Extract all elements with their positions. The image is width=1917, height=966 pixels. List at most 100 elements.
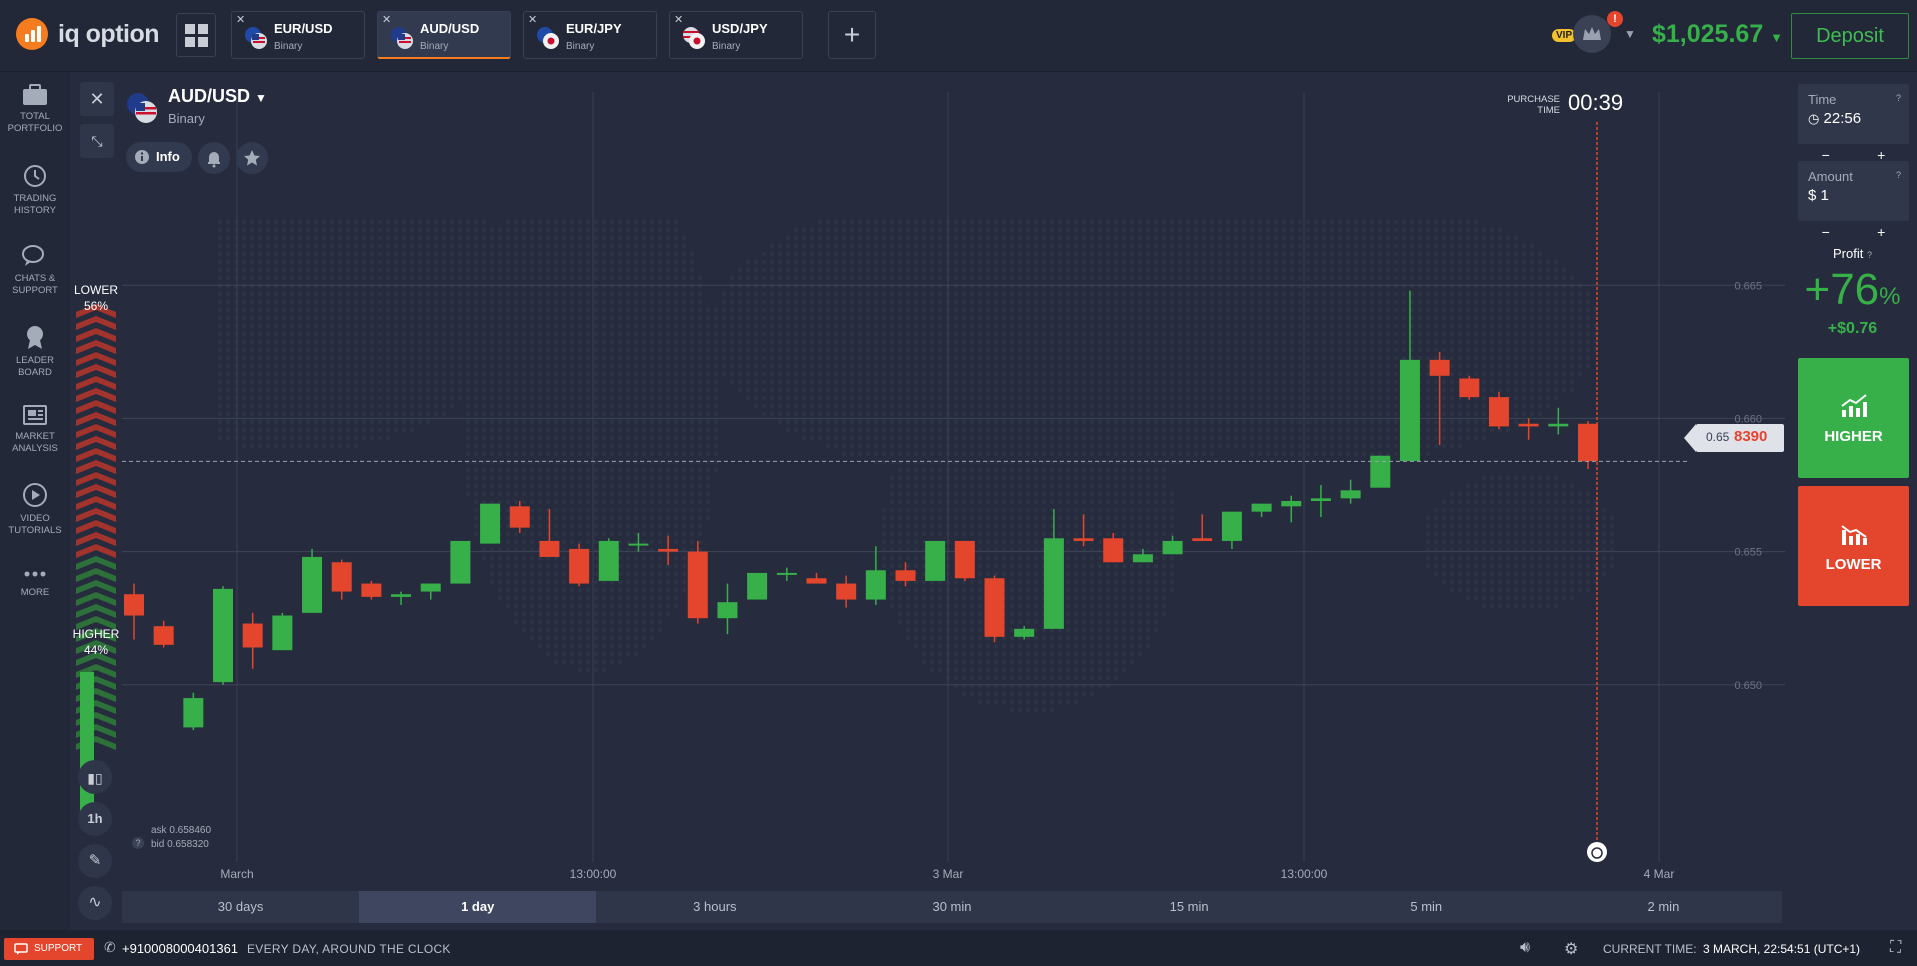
current-time-value: 3 MARCH, 22:54:51 (UTC+1) — [1703, 942, 1861, 956]
au-us-flag-icon — [391, 27, 413, 49]
asset-tab-eurusd[interactable]: ✕ EUR/USD Binary — [231, 11, 365, 59]
support-phone[interactable]: +910008000401361 — [122, 941, 239, 956]
support-button[interactable]: SUPPORT — [4, 938, 94, 960]
info-button[interactable]: Info — [126, 142, 192, 172]
candle-body — [539, 540, 560, 557]
sound-icon[interactable]: 🔊︎ — [1520, 939, 1531, 956]
sidebar-item-market-analysis[interactable]: MARKET ANALYSIS — [0, 404, 70, 455]
phone-icon: ✆ — [104, 939, 116, 955]
y-tick-label: 0.660 — [1734, 413, 1762, 425]
candle-body — [1014, 628, 1035, 637]
sidebar-item-chats-support[interactable]: CHATS & SUPPORT — [0, 244, 70, 297]
sentiment-chevron — [76, 652, 116, 666]
sidebar-item-more[interactable]: MORE — [0, 566, 70, 599]
higher-button[interactable]: HIGHER — [1798, 358, 1909, 478]
close-icon[interactable]: ✕ — [382, 14, 392, 26]
close-icon[interactable]: ✕ — [674, 14, 684, 26]
asset-tab-eurjpy[interactable]: ✕ EUR/JPY Binary — [523, 11, 657, 59]
sidebar-item-trading-history[interactable]: TRADING HISTORY — [0, 164, 70, 217]
chevron-down-icon: ▼ — [1770, 30, 1784, 45]
sidebar-item-leader-board[interactable]: LEADER BOARD — [0, 324, 70, 379]
amount-decrease-button[interactable]: − — [1821, 224, 1830, 240]
period-option[interactable]: 3 hours — [693, 899, 737, 914]
close-icon[interactable]: ✕ — [528, 14, 538, 26]
candle-body — [1043, 538, 1064, 629]
sentiment-chevron — [76, 328, 116, 342]
y-tick-label: 0.650 — [1734, 680, 1762, 692]
help-icon[interactable]: ? — [1895, 170, 1901, 180]
candle-body — [420, 583, 441, 592]
asset-tab-usdjpy[interactable]: ✕ USD/JPY Binary — [669, 11, 803, 59]
candle-body — [1459, 378, 1480, 398]
favorite-button[interactable] — [236, 142, 268, 174]
candles-icon: ▮▯ — [87, 770, 103, 786]
amount-field[interactable]: Amount $ 1 ? — [1798, 161, 1909, 221]
candle-body — [806, 578, 827, 584]
candle-body — [361, 583, 382, 597]
help-icon[interactable]: ? — [1866, 250, 1872, 260]
chart-area[interactable]: 0.650 0.655 0.660 0.665 March 13:00:00 3 Mar 13… — [70, 72, 1788, 930]
candle-body — [302, 556, 323, 613]
sidebar-item-portfolio[interactable]: TOTAL PORTFOLIO — [0, 84, 70, 135]
amount-increase-button[interactable]: + — [1877, 224, 1886, 240]
period-option[interactable]: 1 day — [359, 891, 597, 923]
sidebar-item-video-tutorials[interactable]: VIDEO TUTORIALS — [0, 482, 70, 537]
asset-selector[interactable]: AUD/USD ▼ — [168, 86, 267, 107]
y-tick-label: 0.655 — [1734, 547, 1762, 559]
close-icon[interactable]: ✕ — [236, 14, 246, 26]
period-option[interactable]: 2 min — [1647, 899, 1680, 914]
candle-body — [895, 570, 916, 581]
candle-body — [1399, 359, 1420, 462]
candle-body — [331, 562, 352, 592]
info-icon — [135, 150, 149, 164]
time-field[interactable]: Time ◷ 22:56 ? — [1798, 84, 1909, 144]
support-label: SUPPORT — [34, 943, 83, 954]
timeframe-button[interactable]: 1h — [78, 802, 112, 836]
alert-button[interactable] — [198, 142, 230, 174]
sentiment-chevron — [76, 532, 116, 546]
profit-label: Profit ? — [1788, 246, 1917, 261]
vip-menu[interactable]: VIP ! ▼ — [1552, 11, 1636, 55]
candle-body — [1192, 538, 1213, 541]
candle-body — [776, 572, 797, 575]
price-prefix: 0.65 — [1706, 430, 1730, 444]
chart-type-button[interactable]: ▮▯ — [78, 760, 112, 794]
period-option[interactable]: 5 min — [1410, 899, 1443, 914]
assets-grid-button[interactable] — [176, 13, 216, 57]
indicators-button[interactable]: ∿ — [78, 886, 112, 920]
higher-label: HIGHER — [1824, 428, 1883, 445]
chevron-down-icon: ▼ — [255, 91, 267, 105]
draw-tool-button[interactable]: ✎ — [78, 844, 112, 878]
help-icon[interactable]: ? — [132, 837, 144, 849]
price-chart[interactable]: 0.650 0.655 0.660 0.665 March 13:00:00 3 Mar 13… — [70, 72, 1788, 930]
time-decrease-button[interactable]: − — [1821, 147, 1830, 163]
deposit-button[interactable]: Deposit — [1791, 13, 1909, 59]
profit-pct-value: +76 — [1804, 265, 1880, 314]
logo[interactable]: iq option — [16, 18, 160, 50]
time-label: Time — [1808, 92, 1837, 107]
close-chart-button[interactable]: ✕ — [80, 82, 114, 116]
candle-body — [1488, 397, 1509, 427]
period-option[interactable]: 30 min — [932, 899, 972, 914]
fullscreen-icon[interactable]: ⛶ — [1890, 939, 1902, 956]
account-balance[interactable]: $1,025.67 ▼ — [1652, 20, 1783, 49]
add-tab-button[interactable]: + — [828, 11, 876, 59]
sentiment-chevron — [76, 496, 116, 510]
period-option[interactable]: 15 min — [1169, 899, 1209, 914]
price-highlight: 8390 — [1734, 428, 1768, 445]
time-increase-button[interactable]: + — [1877, 147, 1886, 163]
lower-button[interactable]: LOWER — [1798, 486, 1909, 606]
balance-value: $1,025.67 — [1652, 20, 1764, 48]
brand-name: iq option — [58, 19, 160, 48]
candle-body — [1073, 538, 1094, 541]
settings-icon[interactable]: ⚙ — [1564, 941, 1579, 958]
current-time-label: CURRENT TIME: — [1603, 942, 1697, 956]
sentiment-chevron — [76, 400, 116, 414]
asset-tab-audusd[interactable]: ✕ AUD/USD Binary — [377, 11, 511, 59]
help-icon[interactable]: ? — [1895, 93, 1901, 103]
x-tick-label: 3 Mar — [933, 867, 964, 881]
collapse-button[interactable]: ⤡ — [80, 124, 114, 158]
period-option[interactable]: 30 days — [217, 899, 264, 914]
tab-type-label: Binary — [566, 41, 595, 52]
candle-body — [124, 594, 144, 616]
